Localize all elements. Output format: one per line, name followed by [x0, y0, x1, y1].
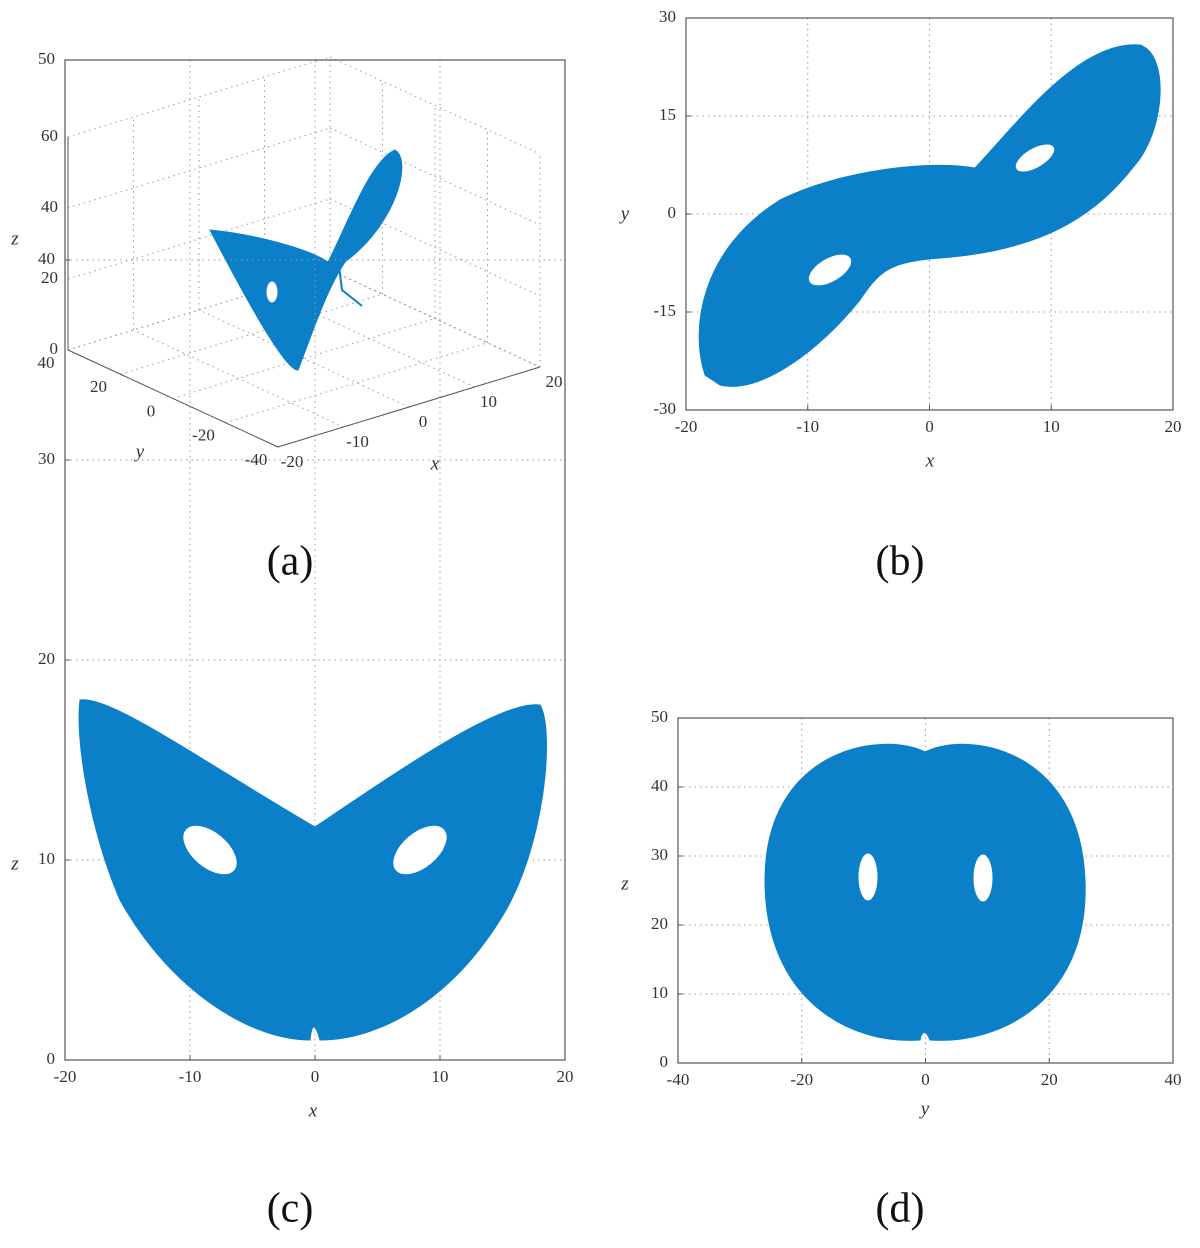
attractor-body [78, 699, 547, 1041]
attractor-body [698, 44, 1161, 387]
z-tick-label: 0 [50, 339, 59, 358]
y-tick-label: 20 [90, 377, 107, 396]
x-axis-label: x [308, 1100, 318, 1121]
x-tick-label: 40 [1165, 1070, 1182, 1089]
y-tick-label: 50 [38, 49, 55, 68]
x-tick-label: 0 [311, 1067, 320, 1086]
y-tick-label: 40 [38, 353, 55, 372]
x-tick-label: -20 [675, 417, 698, 436]
x-tick-label: -10 [179, 1067, 202, 1086]
hole [857, 852, 879, 902]
hole [972, 853, 994, 903]
x-tick-label: 0 [419, 412, 428, 431]
grid-line [329, 56, 541, 155]
hole [392, 824, 448, 876]
panel: -40 -20 0 20 40 0 10 20 30 40 50 y z (d) [620, 707, 1181, 1232]
axis-line [277, 366, 541, 448]
x-tick-label: 0 [925, 417, 934, 436]
attractor-c [78, 699, 547, 1041]
y-tick-label: 10 [651, 983, 668, 1002]
z-tick-label: 40 [41, 197, 58, 216]
grid-line [67, 127, 331, 209]
attractor-d [764, 743, 1086, 1041]
y-axis-label: y [619, 203, 630, 224]
transient [337, 257, 363, 307]
panel-caption: (d) [876, 1186, 925, 1232]
attractor-body [209, 149, 403, 371]
y-tick-label: 30 [651, 845, 668, 864]
hole [807, 253, 853, 287]
panel-caption: (c) [267, 1186, 314, 1232]
grid-line [329, 127, 541, 226]
grid-line [133, 329, 344, 428]
plot-frame [685, 17, 1174, 411]
x-tick-label: -20 [790, 1070, 813, 1089]
y-tick-label: 0 [660, 1052, 669, 1071]
x-axis-label: x [430, 453, 440, 474]
x-tick-label: 0 [921, 1070, 930, 1089]
plot-frame [677, 717, 1174, 1064]
y-tick-label: 30 [38, 449, 55, 468]
x-tick-label: -10 [346, 432, 369, 451]
x-tick-label: 20 [557, 1067, 574, 1086]
grid-line [198, 309, 410, 408]
y-tick-label: 20 [38, 649, 55, 668]
y-tick-label: -30 [653, 399, 676, 418]
x-tick-label: -10 [796, 417, 819, 436]
y-tick-label: 0 [47, 1049, 56, 1068]
z-tick-label: 20 [41, 268, 58, 287]
y-tick-label: 15 [659, 105, 676, 124]
x-tick-label: -20 [281, 452, 304, 471]
y-tick-label: 0 [668, 203, 677, 222]
y-tick-label: 20 [651, 914, 668, 933]
y-tick-label: -40 [245, 450, 268, 469]
attractor-b [698, 44, 1161, 387]
attractor-body [764, 743, 1086, 1041]
grid-line [225, 342, 488, 424]
panel: -20 -10 0 10 20 0 10 20 30 40 50 x z (c) [10, 49, 573, 1232]
panel: -20 -10 0 10 20 -30 -15 0 15 30 x y (b) [619, 7, 1182, 585]
y-axis-label: z [620, 873, 629, 894]
x-axis-label: x [925, 450, 935, 471]
z-axis-label: z [10, 228, 19, 249]
y-axis-label: z [10, 853, 19, 874]
y-tick-label: 40 [651, 776, 668, 795]
y-tick-label: 10 [38, 849, 55, 868]
y-tick-label: 30 [659, 7, 676, 26]
y-tick-label: 50 [651, 707, 668, 726]
y-tick-label: -15 [653, 301, 676, 320]
x-tick-label: 10 [1043, 417, 1060, 436]
x-tick-label: 10 [480, 392, 497, 411]
hole [1014, 143, 1056, 173]
y-tick-label: -20 [192, 426, 215, 445]
attractor-a [209, 149, 403, 371]
x-tick-label: -40 [667, 1070, 690, 1089]
y-tick-label: 40 [38, 249, 55, 268]
y-tick-label: 0 [147, 401, 156, 420]
axis-line [67, 349, 279, 448]
x-tick-label: -20 [54, 1067, 77, 1086]
y-axis-label: y [134, 441, 145, 462]
grid-line [329, 269, 541, 368]
hole [182, 824, 238, 876]
x-tick-label: 20 [1165, 417, 1182, 436]
z-tick-label: 60 [41, 126, 58, 145]
x-axis-label: y [919, 1098, 930, 1119]
x-tick-label: 20 [546, 372, 563, 391]
panel-caption: (a) [267, 539, 314, 585]
x-tick-label: 20 [1041, 1070, 1058, 1089]
x-tick-label: 10 [432, 1067, 449, 1086]
hole [265, 280, 279, 304]
plot-frame [64, 59, 566, 1061]
panel-caption: (b) [876, 539, 925, 585]
